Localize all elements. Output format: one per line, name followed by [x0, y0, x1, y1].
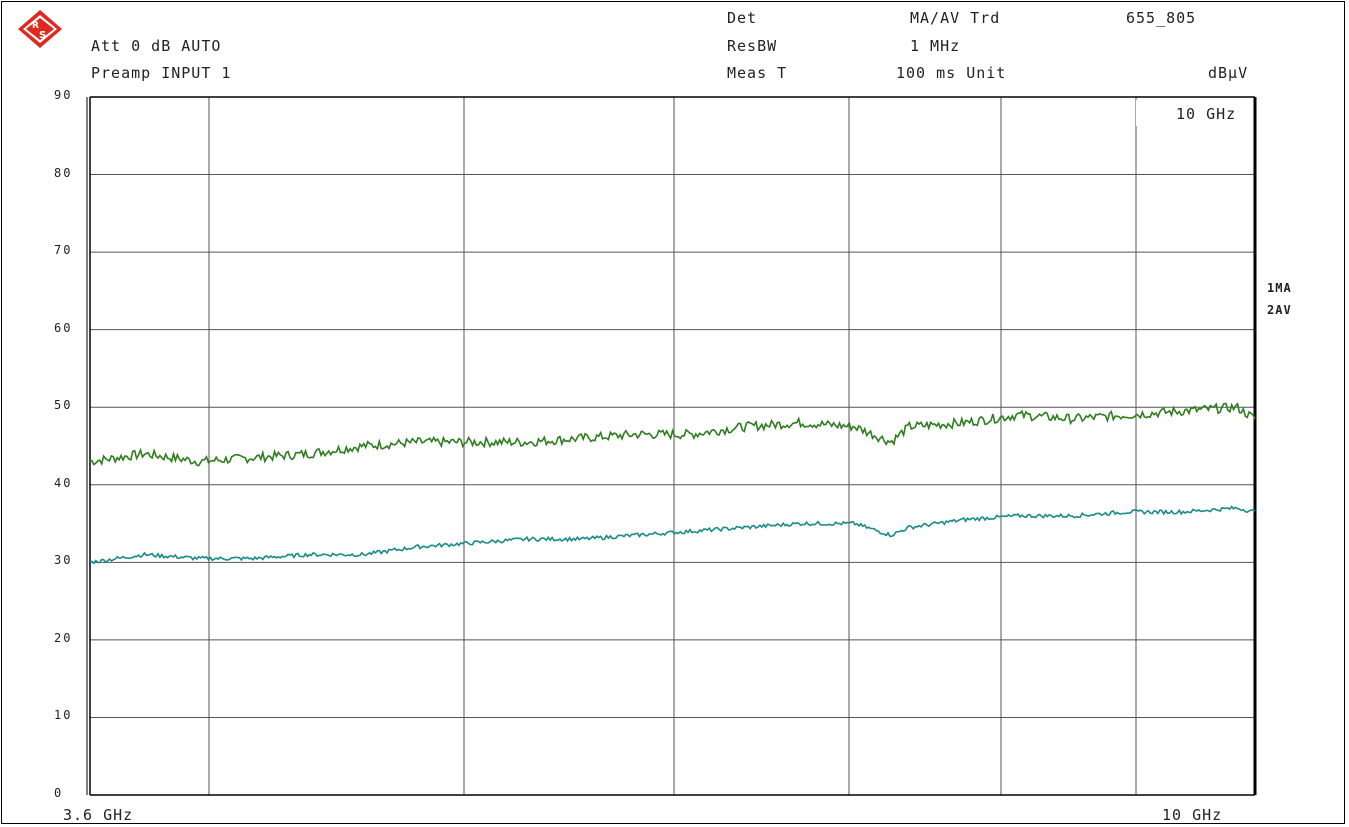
unit-label: dBµV [1208, 64, 1249, 82]
meas-time-value: 100 ms Unit [896, 64, 1007, 82]
traces [89, 402, 1256, 565]
resbw-label: ResBW [727, 37, 778, 55]
corner-label-box [1136, 100, 1250, 126]
y-tick-label: 0 [54, 786, 64, 800]
trace-line-1MA [89, 402, 1256, 467]
preamp-label: Preamp INPUT 1 [91, 64, 232, 82]
measurement-id: 655_805 [1126, 9, 1197, 27]
detector-value: MA/AV Trd [910, 9, 1001, 27]
svg-text:S: S [39, 30, 46, 41]
svg-text:R: R [32, 21, 39, 31]
y-tick-label: 60 [54, 320, 73, 335]
y-tick-label: 30 [54, 553, 73, 568]
y-tick-label: 40 [54, 475, 73, 490]
corner-frequency-label: 10 GHz [1176, 105, 1236, 123]
detector-label: Det [727, 9, 758, 27]
trace-line-2AV [89, 505, 1256, 565]
attenuation-label: Att 0 dB AUTO [91, 37, 222, 55]
x-start-label: 3.6 GHz [63, 806, 134, 824]
resbw-value: 1 MHz [910, 37, 961, 55]
y-tick-label: 70 [54, 243, 73, 258]
y-tick-label: 80 [54, 165, 73, 180]
y-tick-label: 10 [54, 708, 73, 723]
brand-logo: R S [18, 10, 62, 48]
x-stop-label: 10 GHz [1162, 806, 1223, 824]
grid-lines [86, 96, 1257, 796]
trace-2-label: 2AV [1267, 303, 1292, 317]
trace-1-label: 1MA [1267, 281, 1292, 295]
y-tick-label: 90 [54, 88, 73, 102]
y-tick-label: 50 [54, 398, 73, 413]
meas-time-label: Meas T [727, 64, 788, 82]
y-tick-label: 20 [54, 630, 73, 645]
